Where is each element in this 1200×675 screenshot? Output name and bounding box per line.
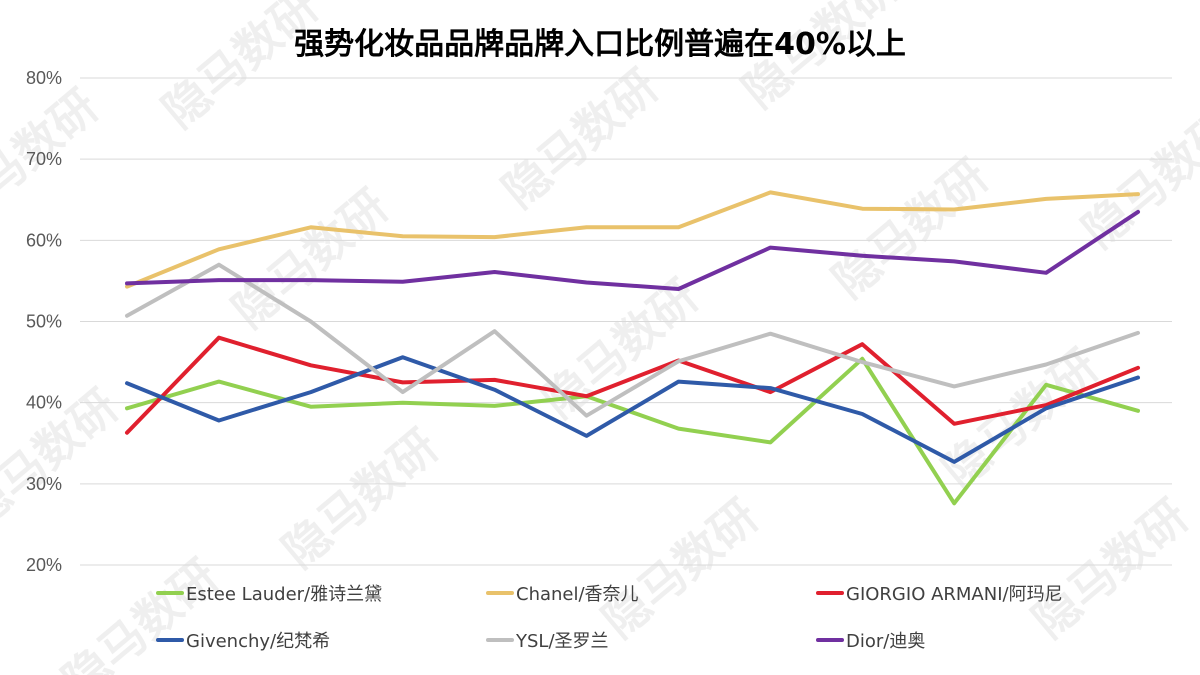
watermark-text: 隐马数研 xyxy=(152,0,328,138)
watermark-text: 隐马数研 xyxy=(822,149,998,309)
watermark-text: 隐马数研 xyxy=(592,489,768,649)
y-tick-label: 40% xyxy=(26,393,62,413)
watermark-text: 隐马数研 xyxy=(1072,99,1200,259)
legend-label: Givenchy/纪梵希 xyxy=(186,631,330,652)
y-tick-label: 30% xyxy=(26,474,62,494)
y-tick-label: 70% xyxy=(26,149,62,169)
watermark-text: 隐马数研 xyxy=(532,269,708,429)
legend-label: YSL/圣罗兰 xyxy=(515,631,609,652)
watermark-text: 隐马数研 xyxy=(52,549,228,675)
legend-label: GIORGIO ARMANI/阿玛尼 xyxy=(846,584,1063,605)
y-tick-label: 60% xyxy=(26,230,62,250)
watermark-text: 隐马数研 xyxy=(272,419,448,579)
y-tick-label: 80% xyxy=(26,68,62,88)
chart-title: 强势化妆品品牌品牌入口比例普遍在40%以上 xyxy=(294,27,906,62)
y-tick-label: 50% xyxy=(26,312,62,332)
watermark-text: 隐马数研 xyxy=(222,179,398,339)
watermark-text: 隐马数研 xyxy=(492,59,668,219)
y-tick-label: 20% xyxy=(26,555,62,575)
gridlines xyxy=(80,78,1172,565)
watermark-text: 隐马数研 xyxy=(1022,489,1198,649)
legend-label: Chanel/香奈儿 xyxy=(516,584,639,605)
legend-label: Dior/迪奥 xyxy=(846,631,925,652)
legend-label: Estee Lauder/雅诗兰黛 xyxy=(186,584,382,605)
